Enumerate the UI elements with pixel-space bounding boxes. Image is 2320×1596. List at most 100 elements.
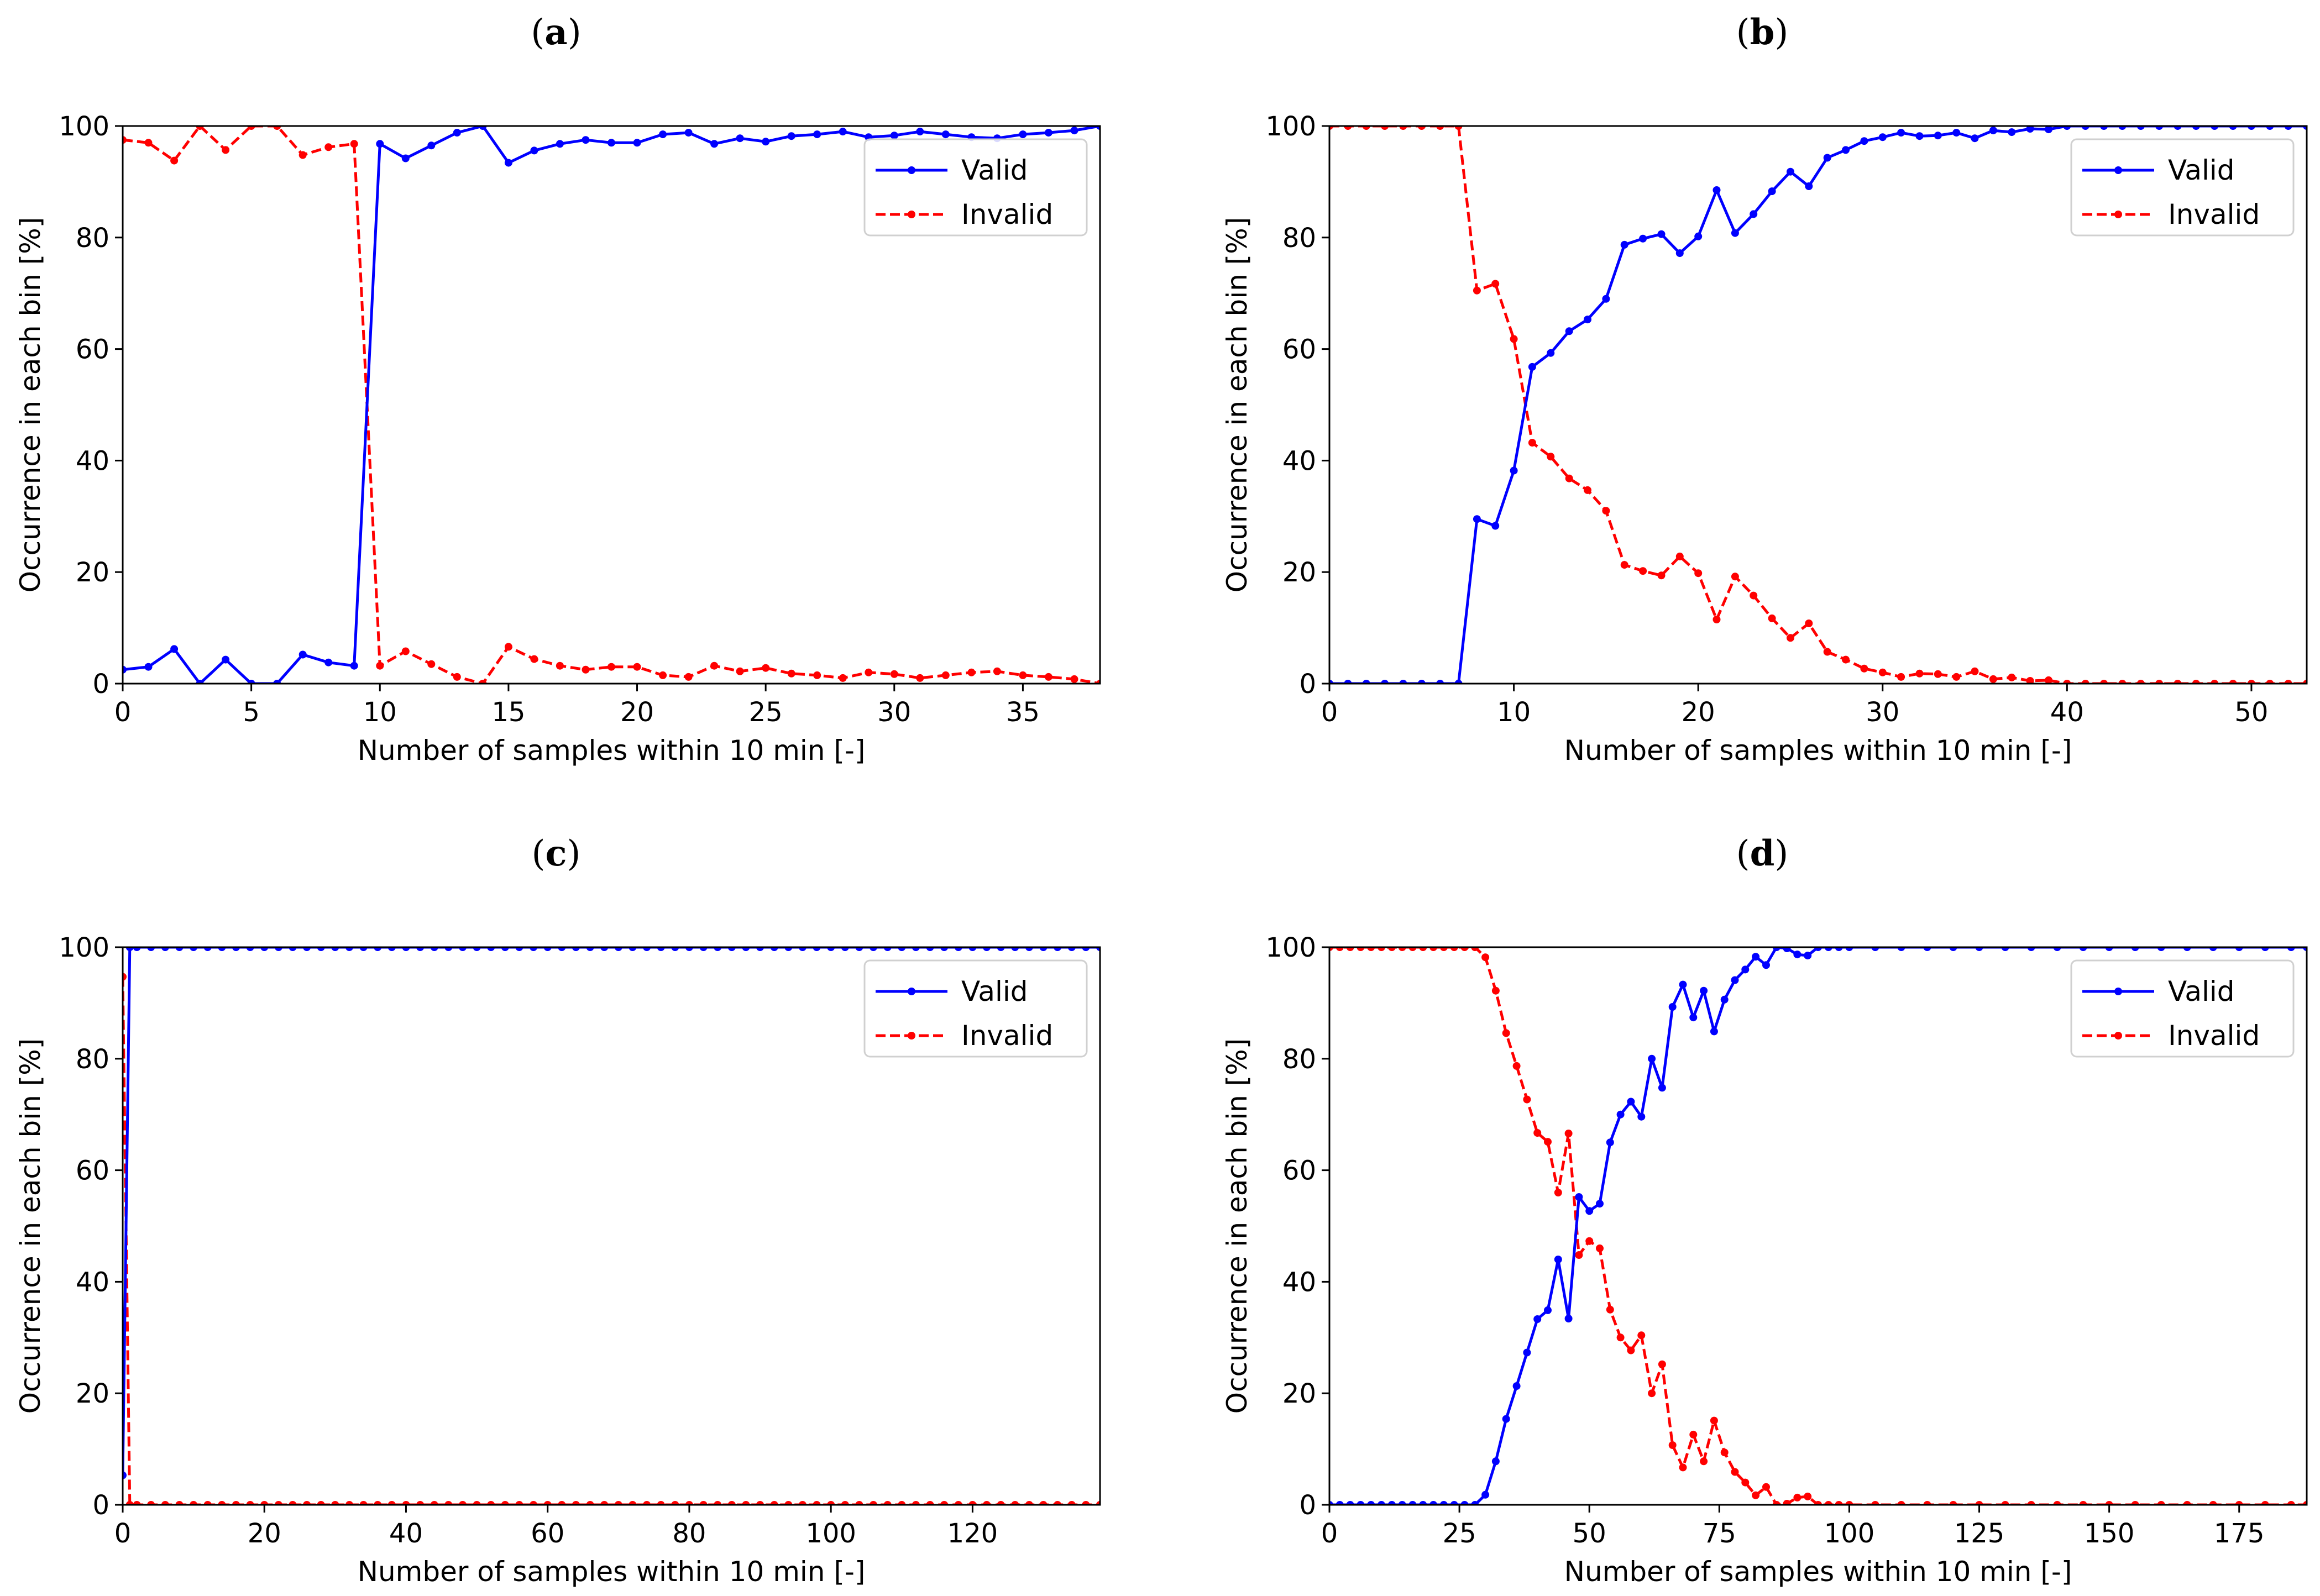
data-point-invalid bbox=[190, 1501, 198, 1505]
data-point-invalid bbox=[633, 663, 641, 671]
data-point-valid bbox=[870, 947, 877, 951]
data-point-invalid bbox=[1731, 1468, 1739, 1476]
data-point-invalid bbox=[787, 669, 795, 678]
data-point-valid bbox=[770, 947, 778, 951]
data-point-valid bbox=[736, 134, 744, 143]
data-point-valid bbox=[1398, 1501, 1406, 1505]
data-point-invalid bbox=[1602, 507, 1610, 515]
data-point-valid bbox=[762, 138, 770, 146]
data-point-valid bbox=[2053, 947, 2061, 951]
axes-frame bbox=[122, 125, 1101, 685]
data-point-invalid bbox=[714, 1501, 722, 1505]
data-point-invalid bbox=[444, 1501, 453, 1505]
data-point-valid bbox=[196, 680, 204, 684]
x-tick-label: 100 bbox=[1824, 1518, 1875, 1549]
data-point-valid bbox=[1454, 680, 1463, 684]
data-point-valid bbox=[1897, 129, 1905, 137]
data-point-invalid bbox=[926, 1501, 934, 1505]
y-axis-label: Occurrence in each bin [%] bbox=[1221, 217, 1253, 592]
data-point-valid bbox=[1408, 1501, 1417, 1505]
data-point-valid bbox=[1783, 947, 1791, 952]
data-point-invalid bbox=[940, 1501, 949, 1505]
data-point-invalid bbox=[473, 1501, 481, 1505]
data-point-valid bbox=[543, 947, 552, 951]
data-point-invalid bbox=[1417, 126, 1426, 130]
data-point-invalid bbox=[1439, 947, 1448, 951]
chart-panel-c: (c) 0 20 40 60 80 100 120 0 20 40 60 80 100 Number of … bbox=[14, 833, 1101, 1588]
data-point-invalid bbox=[1381, 126, 1389, 130]
data-point-valid bbox=[530, 947, 538, 951]
data-point-invalid bbox=[530, 1501, 538, 1505]
panel-label-close: ) bbox=[1774, 12, 1788, 53]
data-point-invalid bbox=[855, 1501, 863, 1505]
data-point-invalid bbox=[123, 973, 127, 981]
data-point-valid bbox=[2001, 947, 2009, 951]
data-point-valid bbox=[1512, 1382, 1521, 1390]
data-point-valid bbox=[2027, 947, 2035, 951]
legend-marker-valid bbox=[908, 166, 915, 174]
data-point-invalid bbox=[1842, 655, 1850, 664]
panel-label-c: (c) bbox=[532, 833, 581, 874]
data-point-valid bbox=[350, 662, 358, 670]
data-point-valid bbox=[459, 947, 467, 951]
data-point-invalid bbox=[161, 1501, 169, 1505]
data-point-valid bbox=[784, 947, 793, 951]
y-tick-label: 40 bbox=[1282, 1267, 1316, 1298]
data-point-valid bbox=[2183, 947, 2191, 951]
data-point-invalid bbox=[684, 673, 693, 681]
data-point-valid bbox=[123, 665, 127, 674]
x-tick-label: 0 bbox=[114, 697, 132, 728]
data-point-invalid bbox=[1054, 1501, 1062, 1505]
plot-area bbox=[1329, 947, 2307, 1505]
data-point-invalid bbox=[376, 662, 384, 670]
data-point-invalid bbox=[827, 1501, 835, 1505]
data-point-valid bbox=[203, 947, 212, 951]
data-point-invalid bbox=[1502, 1029, 1510, 1037]
data-point-invalid bbox=[1971, 667, 1979, 675]
data-point-valid bbox=[1491, 1457, 1500, 1466]
y-tick-label: 100 bbox=[1265, 111, 1316, 142]
panel-label-open: ( bbox=[1736, 12, 1750, 53]
data-point-valid bbox=[714, 947, 722, 951]
x-tick-label: 75 bbox=[1703, 1518, 1736, 1549]
data-point-valid bbox=[1575, 1193, 1583, 1201]
data-point-invalid bbox=[865, 668, 873, 676]
data-point-invalid bbox=[260, 1501, 269, 1505]
data-point-invalid bbox=[274, 1501, 282, 1505]
data-point-valid bbox=[1772, 947, 1780, 951]
data-point-invalid bbox=[890, 670, 898, 678]
data-point-valid bbox=[501, 947, 509, 951]
data-point-invalid bbox=[1344, 126, 1352, 130]
data-point-valid bbox=[359, 947, 368, 951]
data-point-invalid bbox=[1096, 1501, 1100, 1505]
data-point-invalid bbox=[1481, 953, 1490, 962]
panel-label-close: ) bbox=[568, 12, 582, 53]
data-point-invalid bbox=[770, 1501, 778, 1505]
data-point-invalid bbox=[298, 151, 307, 159]
data-point-invalid bbox=[659, 671, 667, 679]
data-point-invalid bbox=[1949, 1501, 1957, 1505]
data-point-invalid bbox=[710, 662, 719, 670]
data-point-invalid bbox=[2131, 1501, 2139, 1505]
y-tick-label: 80 bbox=[1282, 1044, 1316, 1075]
data-point-valid bbox=[2211, 126, 2219, 130]
data-point-invalid bbox=[416, 1501, 425, 1505]
data-point-invalid bbox=[2027, 1501, 2035, 1505]
data-point-invalid bbox=[1835, 1501, 1843, 1505]
data-point-invalid bbox=[1346, 947, 1354, 951]
data-point-invalid bbox=[222, 146, 230, 154]
data-point-valid bbox=[247, 680, 255, 684]
data-point-valid bbox=[1731, 229, 1739, 237]
data-point-valid bbox=[1419, 1501, 1427, 1505]
data-point-invalid bbox=[1804, 1492, 1812, 1500]
data-point-valid bbox=[1602, 295, 1610, 303]
data-point-valid bbox=[813, 130, 821, 139]
data-point-valid bbox=[1596, 1200, 1604, 1208]
data-point-invalid bbox=[387, 1501, 396, 1505]
data-point-valid bbox=[898, 947, 906, 951]
data-point-valid bbox=[1378, 1501, 1385, 1505]
data-point-invalid bbox=[515, 1501, 523, 1505]
x-axis-label: Number of samples within 10 min [-] bbox=[1564, 734, 2072, 767]
data-point-invalid bbox=[459, 1501, 467, 1505]
y-tick-label: 0 bbox=[92, 1490, 109, 1521]
